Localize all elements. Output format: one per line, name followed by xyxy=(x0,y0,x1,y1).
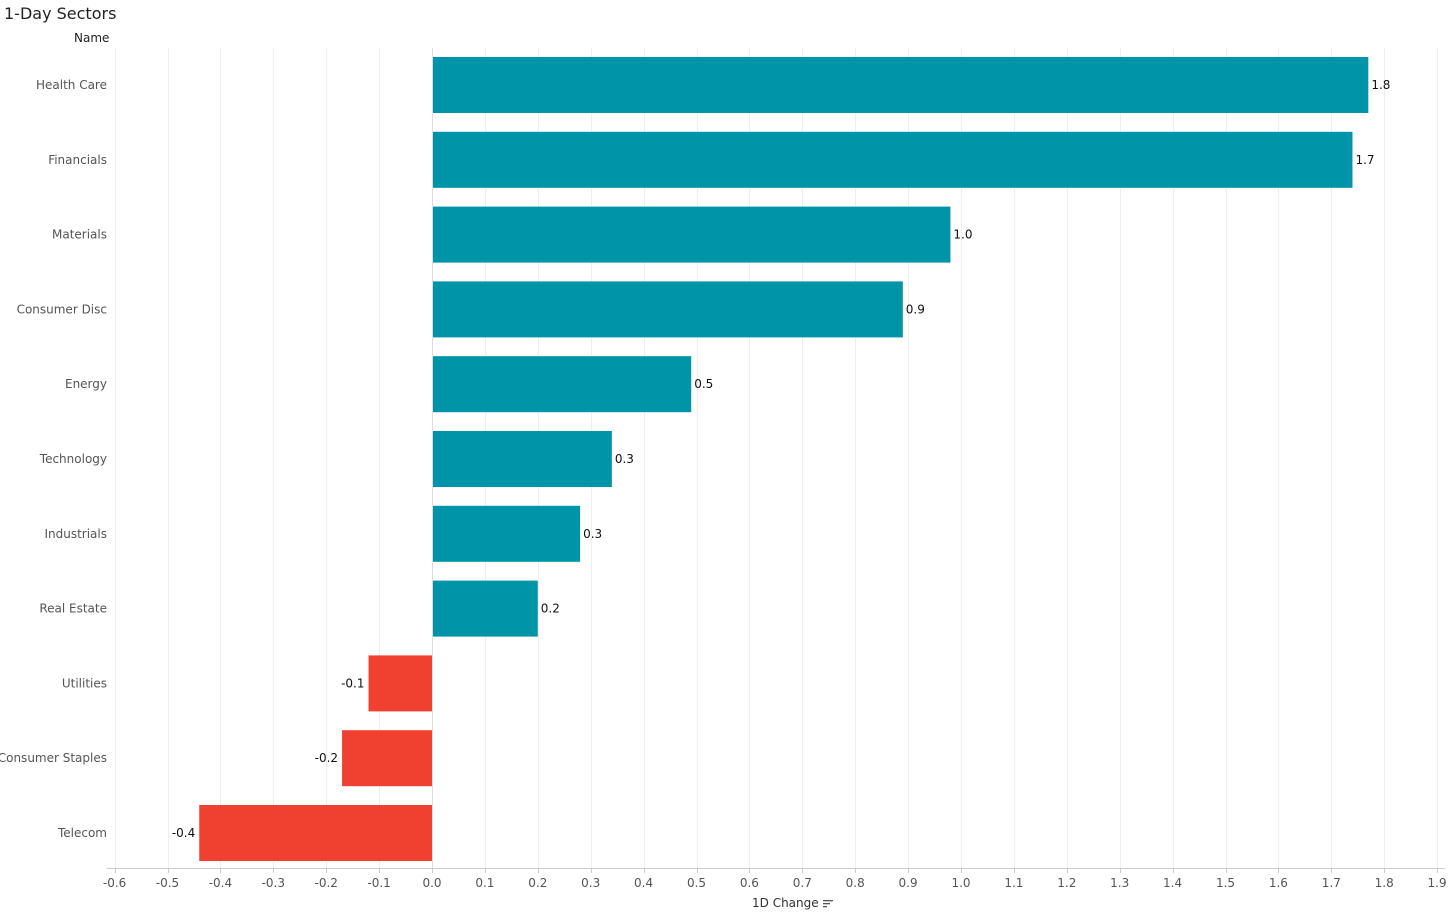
value-label: 0.9 xyxy=(906,302,925,316)
x-axis-label: 1D Change xyxy=(752,896,819,910)
category-label: Telecom xyxy=(57,826,107,840)
x-tick-label: 0.0 xyxy=(422,876,441,890)
value-label: 0.3 xyxy=(583,527,602,541)
value-label: 0.3 xyxy=(615,452,634,466)
x-tick-label: -0.2 xyxy=(314,876,337,890)
category-label: Materials xyxy=(52,228,107,242)
x-tick-label: 0.9 xyxy=(899,876,918,890)
x-tick-label: 0.1 xyxy=(475,876,494,890)
value-label: -0.4 xyxy=(172,826,195,840)
x-tick-label: 1.1 xyxy=(1004,876,1023,890)
category-label: Health Care xyxy=(36,78,107,92)
category-label: Financials xyxy=(48,153,107,167)
x-tick-label: -0.3 xyxy=(262,876,285,890)
x-tick-label: 1.8 xyxy=(1375,876,1394,890)
x-tick-label: 0.4 xyxy=(634,876,653,890)
x-tick-label: -0.4 xyxy=(209,876,232,890)
value-label: 0.2 xyxy=(541,602,560,616)
bar[interactable] xyxy=(432,57,1369,113)
bar[interactable] xyxy=(432,505,581,562)
bar[interactable] xyxy=(368,655,432,712)
value-label: 1.7 xyxy=(1355,153,1374,167)
x-tick-label: 0.2 xyxy=(528,876,547,890)
x-tick-label: 1.6 xyxy=(1269,876,1288,890)
x-tick-label: -0.5 xyxy=(156,876,179,890)
sort-descending-icon[interactable] xyxy=(822,899,833,908)
category-label: Real Estate xyxy=(39,602,107,616)
x-tick-label: 1.9 xyxy=(1428,876,1447,890)
value-label: 1.8 xyxy=(1371,78,1390,92)
bar[interactable] xyxy=(342,730,432,787)
x-tick-label: 0.3 xyxy=(581,876,600,890)
bar[interactable] xyxy=(432,431,612,487)
category-label: Consumer Disc xyxy=(17,302,107,316)
x-tick-label: 1.4 xyxy=(1163,876,1182,890)
y-axis-header[interactable]: Name xyxy=(74,31,110,45)
x-tick-label: 0.5 xyxy=(687,876,706,890)
chart-title: 1-Day Sectors xyxy=(4,4,117,23)
value-label: -0.1 xyxy=(341,676,364,690)
x-tick-label: 1.7 xyxy=(1322,876,1341,890)
category-label: Energy xyxy=(65,377,107,391)
bar[interactable] xyxy=(432,206,951,263)
bar[interactable] xyxy=(432,131,1353,188)
value-label: -0.2 xyxy=(315,751,338,765)
category-label: Utilities xyxy=(62,676,107,690)
bar[interactable] xyxy=(432,356,692,413)
value-label: 0.5 xyxy=(694,377,713,391)
x-tick-label: -0.1 xyxy=(367,876,390,890)
category-label: Consumer Staples xyxy=(0,751,107,765)
x-tick-label: 0.7 xyxy=(793,876,812,890)
bar[interactable] xyxy=(199,805,432,861)
x-tick-label: 0.6 xyxy=(740,876,759,890)
category-label: Industrials xyxy=(44,527,107,541)
bar[interactable] xyxy=(432,580,538,637)
x-tick-label: 1.3 xyxy=(1110,876,1129,890)
x-tick-label: 1.5 xyxy=(1216,876,1235,890)
x-tick-label: 0.8 xyxy=(846,876,865,890)
value-label: 1.0 xyxy=(953,228,972,242)
category-label: Technology xyxy=(39,452,107,466)
x-tick-label: 1.2 xyxy=(1057,876,1076,890)
x-tick-label: -0.6 xyxy=(103,876,126,890)
bar[interactable] xyxy=(432,281,903,338)
x-axis-title[interactable]: 1D Change xyxy=(752,896,833,910)
x-tick-label: 1.0 xyxy=(951,876,970,890)
